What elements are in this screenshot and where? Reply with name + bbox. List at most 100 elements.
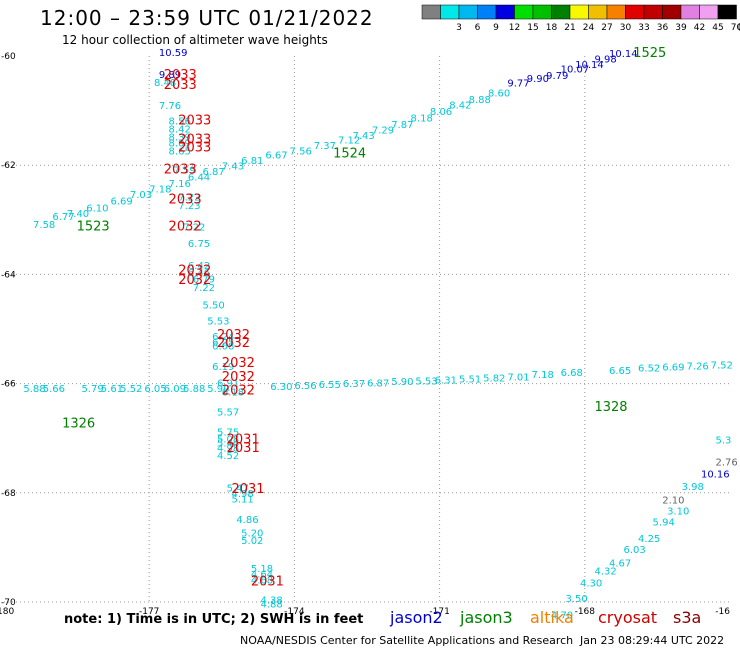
- time-label: 2032: [222, 356, 255, 371]
- data-point-label: 8.39: [169, 133, 191, 144]
- data-point-label: 5.51: [459, 375, 481, 386]
- data-point-label: 6.75: [188, 239, 210, 250]
- colorbar-swatch: [662, 4, 682, 20]
- data-point-label: 7.22: [183, 223, 205, 234]
- data-point-label: 10.07: [561, 64, 590, 75]
- time-label: 2033: [164, 78, 197, 93]
- data-point-label: 5.94: [653, 518, 675, 529]
- data-point-label: 5.79: [81, 384, 103, 395]
- data-point-label: 6.77: [52, 212, 74, 223]
- time-label: 2031: [227, 441, 260, 456]
- data-point-label: 6.81: [241, 156, 263, 167]
- data-point-label: 6.44: [188, 172, 210, 183]
- legend-jason3: jason3: [460, 608, 513, 627]
- data-point-label: 6.30: [270, 382, 292, 393]
- legend-s3a: s3a: [673, 608, 702, 627]
- data-point-label: 6.56: [294, 381, 316, 392]
- time-label: 2033: [178, 132, 211, 147]
- colorbar-label: 21: [564, 23, 575, 33]
- data-point-label: 6.87: [202, 167, 224, 178]
- data-point-label: 5.02: [241, 536, 263, 547]
- colorbar-swatch: [421, 4, 441, 20]
- data-point-label: 6.87: [367, 378, 389, 389]
- colorbar-label: 18: [546, 23, 558, 33]
- colorbar-unit: (ft): [738, 23, 740, 33]
- time-label: 2033: [164, 162, 197, 177]
- footer-note: note: 1) Time is in UTC; 2) SWH is in fe…: [64, 612, 364, 627]
- data-point-label: 5.66: [43, 384, 65, 395]
- data-point-label: 5.88: [183, 384, 205, 395]
- data-point-label: 7.87: [391, 120, 413, 131]
- colorbar-swatch: [477, 4, 497, 20]
- data-point-label: 6.24: [212, 332, 234, 343]
- y-tick-label: -64: [1, 270, 16, 280]
- y-tick-label: -68: [1, 489, 16, 499]
- data-point-label: 9.79: [546, 71, 568, 82]
- page-title: 12:00 – 23:59 UTC 01/21/2022: [40, 6, 374, 30]
- time-label: 2031: [251, 575, 284, 590]
- time-label: 2032: [222, 370, 255, 385]
- data-point-label: 10.14: [609, 49, 638, 60]
- data-point-label: 4.98: [217, 443, 239, 454]
- data-point-label: 4.64: [251, 569, 273, 580]
- data-point-label: 5.53: [207, 317, 229, 328]
- colorbar-swatch: [458, 4, 478, 20]
- data-point-label: 4.30: [580, 579, 602, 590]
- data-point-label: 9.77: [507, 79, 529, 90]
- data-point-label: 6.69: [662, 362, 684, 373]
- data-point-label: 6.18: [222, 388, 244, 399]
- time-label: 2033: [169, 192, 202, 207]
- data-point-label: 7.22: [193, 283, 215, 294]
- data-point-label: 5.18: [251, 564, 273, 575]
- data-point-label: 7.22: [178, 193, 200, 204]
- data-point-label: 10.59: [159, 48, 188, 59]
- data-point-label: 9.90: [527, 74, 549, 85]
- time-label: 1523: [77, 220, 110, 235]
- data-point-label: 2.76: [715, 458, 737, 469]
- data-point-label: 7.58: [33, 220, 55, 231]
- data-point-label: 4.70: [551, 610, 573, 621]
- data-point-label: 5.90: [391, 377, 413, 388]
- time-label: 2033: [164, 68, 197, 83]
- data-point-label: 6.67: [265, 151, 287, 162]
- data-point-label: 4.52: [217, 451, 239, 462]
- colorbar-label: 15: [527, 23, 538, 33]
- y-tick-label: -66: [1, 380, 16, 390]
- y-tick-label: -60: [1, 52, 16, 62]
- data-point-label: 6.42: [188, 261, 210, 272]
- data-point-label: 6.79: [193, 275, 215, 286]
- time-label: 2032: [178, 263, 211, 278]
- data-point-label: 7.76: [159, 101, 181, 112]
- data-point-label: 6.91: [217, 378, 239, 389]
- x-tick-label: -171: [429, 607, 449, 617]
- colorbar-swatch: [532, 4, 552, 20]
- data-point-label: 7.37: [314, 141, 336, 152]
- colorbar-label: 27: [601, 23, 612, 33]
- data-point-label: 4.67: [609, 559, 631, 570]
- colorbar-swatch: [440, 4, 460, 20]
- time-label: 1328: [594, 400, 627, 415]
- data-point-label: 6.05: [144, 384, 166, 395]
- data-point-label: 7.26: [686, 361, 708, 372]
- data-point-label: 6.69: [110, 197, 132, 208]
- time-label: 2032: [169, 220, 202, 235]
- colorbar-label: 9: [493, 23, 499, 33]
- data-point-label: 7.59: [173, 165, 195, 176]
- data-point-label: 8.88: [469, 95, 491, 106]
- x-tick-label: -177: [139, 607, 159, 617]
- data-point-label: 6.08: [212, 342, 234, 353]
- data-point-label: 5.57: [217, 407, 239, 418]
- x-tick-label: -174: [284, 607, 305, 617]
- data-point-label: 10.14: [575, 60, 604, 71]
- data-point-label: 7.43: [352, 131, 374, 142]
- data-point-label: 8.42: [169, 124, 191, 135]
- time-label: 2033: [178, 141, 211, 156]
- data-point-label: 5.44: [217, 438, 239, 449]
- data-point-label: 6.31: [435, 376, 457, 387]
- data-point-label: 8.18: [411, 114, 433, 125]
- colorbar-label: 42: [694, 23, 705, 33]
- data-point-label: 3.50: [565, 594, 587, 605]
- data-point-label: 4.38: [261, 596, 283, 607]
- data-point-label: 5.47: [227, 484, 249, 495]
